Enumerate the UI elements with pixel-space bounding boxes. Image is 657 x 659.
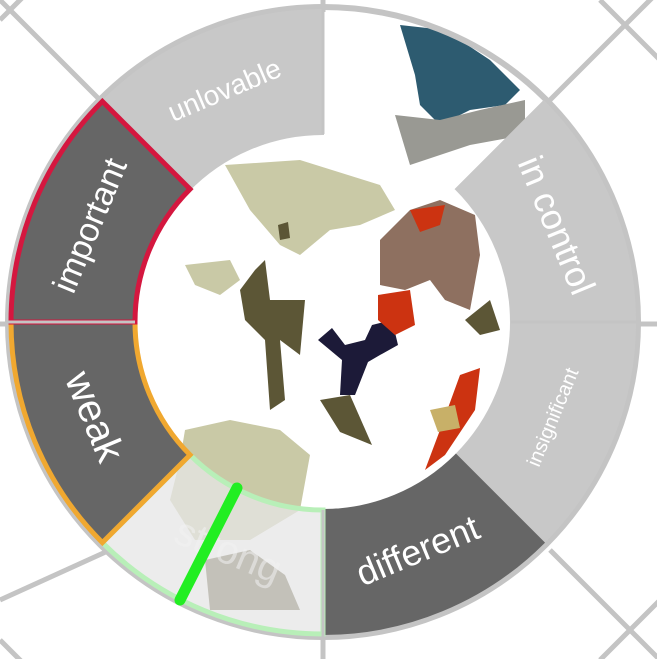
art-shape-red-2 (410, 205, 445, 232)
segment-unlovable[interactable]: unlovable (97, 8, 324, 193)
segment-insignificant[interactable]: insignificant (454, 321, 637, 545)
art-shape-olive-leaf (320, 395, 372, 445)
selection-wheel: unlovable in controlinsignificantdifferen… (5, 4, 641, 640)
segment-important-shape[interactable] (8, 97, 194, 325)
art-shape-olive-speck (278, 222, 290, 240)
art-shape-teal (400, 25, 520, 125)
art-shape-brown (380, 200, 480, 310)
segment-different[interactable]: different (322, 453, 546, 636)
art-shape-navy (318, 320, 398, 395)
art-shape-olive-figure (240, 260, 305, 410)
art-shape-red-1 (378, 290, 415, 335)
selection-pointer[interactable] (174, 482, 243, 606)
art-shape-pale-small (185, 260, 240, 295)
art-shape-pale-large (225, 160, 395, 255)
art-shape-ochre (430, 405, 460, 432)
segment-important[interactable]: important (8, 97, 194, 325)
art-shape-olive-right (465, 300, 500, 335)
segment-in-control[interactable]: in control (454, 99, 637, 323)
art-shape-grey (395, 100, 525, 165)
